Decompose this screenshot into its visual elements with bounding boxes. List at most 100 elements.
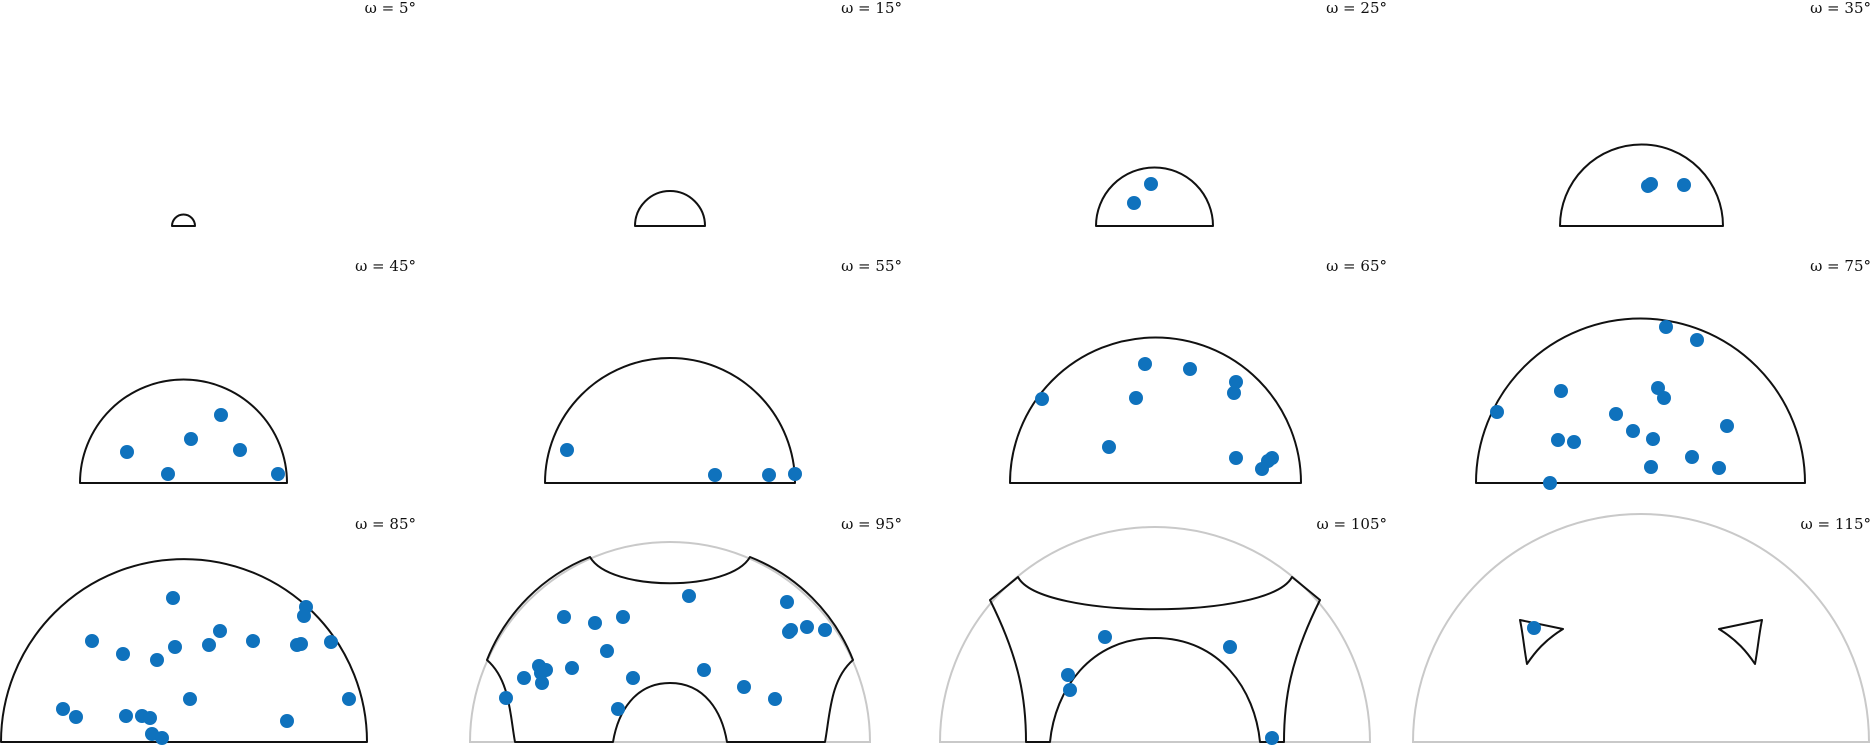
panel-omega-45: ω = 45° xyxy=(79,257,416,484)
region-outline xyxy=(1095,166,1214,227)
panel-title: ω = 55° xyxy=(841,257,902,275)
data-point xyxy=(1690,333,1704,347)
data-point xyxy=(611,702,625,716)
region-outline xyxy=(1009,336,1302,484)
data-point xyxy=(294,637,308,651)
data-point xyxy=(499,691,513,705)
data-point xyxy=(1063,683,1077,697)
data-point xyxy=(155,731,169,745)
data-point xyxy=(1527,621,1541,635)
data-point xyxy=(342,692,356,706)
data-point xyxy=(116,647,130,661)
data-point xyxy=(1659,320,1673,334)
region-outline xyxy=(79,378,288,484)
data-point xyxy=(626,671,640,685)
data-point xyxy=(708,468,722,482)
data-point xyxy=(1609,407,1623,421)
panel-title: ω = 85° xyxy=(355,515,416,533)
panel-omega-115: ω = 115° xyxy=(1411,513,1871,743)
data-point xyxy=(588,616,602,630)
region-outline-right xyxy=(1718,619,1763,665)
region-outline xyxy=(0,558,368,743)
data-point xyxy=(280,714,294,728)
panel-title: ω = 45° xyxy=(355,257,416,275)
data-point xyxy=(682,589,696,603)
data-point xyxy=(600,644,614,658)
data-point xyxy=(517,671,531,685)
data-point xyxy=(56,702,70,716)
data-point xyxy=(768,692,782,706)
panel-omega-65: ω = 65° xyxy=(1009,257,1387,484)
data-point xyxy=(784,623,798,637)
panel-omega-5: ω = 5° xyxy=(171,0,416,227)
data-point xyxy=(1543,476,1557,490)
data-point xyxy=(788,467,802,481)
data-point xyxy=(1646,432,1660,446)
panel-omega-75: ω = 75° xyxy=(1475,257,1871,490)
panel-omega-105: ω = 105° xyxy=(938,515,1387,745)
panel-title: ω = 35° xyxy=(1810,0,1871,17)
data-point xyxy=(1098,630,1112,644)
data-point xyxy=(1102,440,1116,454)
data-point xyxy=(1551,433,1565,447)
reference-hemisphere xyxy=(1411,513,1871,743)
data-point xyxy=(1035,392,1049,406)
data-point xyxy=(1685,450,1699,464)
panel-omega-25: ω = 25° xyxy=(1095,0,1387,227)
panel-title: ω = 25° xyxy=(1326,0,1387,17)
data-point xyxy=(1720,419,1734,433)
data-point xyxy=(737,680,751,694)
region-outline xyxy=(486,556,854,743)
data-point xyxy=(168,640,182,654)
panel-omega-15: ω = 15° xyxy=(634,0,902,227)
data-point xyxy=(1227,386,1241,400)
region-outline xyxy=(544,357,796,484)
data-point xyxy=(1644,460,1658,474)
data-point xyxy=(560,443,574,457)
panel-title: ω = 95° xyxy=(841,515,902,533)
panel-omega-55: ω = 55° xyxy=(544,257,902,484)
data-point xyxy=(213,624,227,638)
data-point xyxy=(535,676,549,690)
data-point xyxy=(246,634,260,648)
data-point xyxy=(1138,357,1152,371)
panel-title: ω = 15° xyxy=(841,0,902,17)
panel-title: ω = 75° xyxy=(1810,257,1871,275)
data-point xyxy=(1265,731,1279,745)
data-point xyxy=(119,709,133,723)
data-point xyxy=(1223,640,1237,654)
data-point xyxy=(616,610,630,624)
data-point xyxy=(1229,375,1243,389)
panel-title: ω = 65° xyxy=(1326,257,1387,275)
data-point xyxy=(1127,196,1141,210)
panel-omega-95: ω = 95° xyxy=(468,515,902,743)
data-point xyxy=(85,634,99,648)
data-point xyxy=(565,661,579,675)
reference-hemisphere xyxy=(938,526,1372,743)
region-outline xyxy=(1559,143,1724,227)
data-point xyxy=(69,710,83,724)
data-point xyxy=(697,663,711,677)
panel-title: ω = 5° xyxy=(365,0,416,17)
data-point xyxy=(1255,462,1269,476)
data-point xyxy=(1567,435,1581,449)
data-point xyxy=(271,467,285,481)
reference-hemisphere xyxy=(468,541,872,743)
panel-title: ω = 105° xyxy=(1317,515,1387,533)
data-point xyxy=(818,623,832,637)
data-point xyxy=(1129,391,1143,405)
data-point xyxy=(150,653,164,667)
data-point xyxy=(1183,362,1197,376)
data-point xyxy=(166,591,180,605)
data-point xyxy=(1144,177,1158,191)
data-point xyxy=(324,635,338,649)
data-point xyxy=(1644,177,1658,191)
data-point xyxy=(202,638,216,652)
region-outline xyxy=(171,213,196,227)
panel-omega-35: ω = 35° xyxy=(1559,0,1871,227)
panel-title: ω = 115° xyxy=(1801,515,1871,533)
data-point xyxy=(1626,424,1640,438)
data-point xyxy=(1490,405,1504,419)
data-point xyxy=(780,595,794,609)
